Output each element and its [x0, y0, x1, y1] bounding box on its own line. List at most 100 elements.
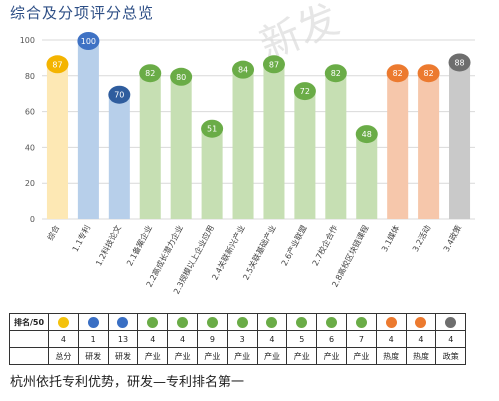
- rank-dot: [415, 316, 427, 328]
- rank-dot: [87, 316, 99, 328]
- data-label: 72: [300, 87, 310, 96]
- rank-dot-cell: [167, 313, 198, 331]
- group-cell: 产业: [137, 347, 169, 365]
- rank-value-cell: 6: [316, 330, 347, 348]
- x-tick-label: 1.2科技论文: [93, 223, 123, 267]
- data-label-bubble: [77, 32, 100, 50]
- group-cell: 产业: [256, 347, 288, 365]
- group-cell: 研发: [107, 347, 139, 365]
- x-tick-label: 3.1媒体: [379, 223, 401, 253]
- score-bar-chart: 0 20 40 60 80 100 87 综合 100 1.1专利 70 1.2科技论文 82 2.1备案…: [20, 32, 475, 296]
- data-label-bubble: [262, 55, 285, 74]
- table-row-rank-values: 4 1 13 4 4 9 3 4 5 6 7 4 4 4: [9, 330, 467, 348]
- rank-value-cell: 4: [48, 330, 79, 348]
- group-cell: 产业: [196, 347, 228, 365]
- rank-dot-cell: [345, 313, 377, 331]
- data-label-bubble: [417, 64, 440, 83]
- rank-dot: [266, 316, 278, 328]
- data-label: 48: [362, 130, 372, 139]
- bar: [108, 93, 130, 219]
- data-label-bubble: [232, 60, 255, 79]
- bar: [46, 63, 68, 219]
- group-cell: 热度: [375, 347, 407, 365]
- rank-dot-cell: [405, 313, 437, 331]
- data-label: 82: [145, 69, 155, 78]
- bar: [263, 63, 285, 219]
- data-label: 100: [81, 37, 96, 46]
- rank-dot-cell: [316, 313, 347, 331]
- bar: [356, 133, 378, 219]
- data-label: 82: [331, 69, 341, 78]
- y-tick-label: 60: [25, 108, 35, 117]
- bar: [139, 72, 161, 219]
- rank-header-blank: [9, 330, 49, 348]
- data-label-bubble: [293, 82, 316, 101]
- data-label: 51: [207, 125, 217, 134]
- rank-value-cell: 4: [256, 330, 288, 348]
- rank-dot-cell: [256, 313, 288, 331]
- rank-value-cell: 7: [345, 330, 377, 348]
- y-tick-label: 40: [25, 143, 35, 152]
- data-label-bubble: [448, 53, 471, 72]
- data-label-bubble: [355, 125, 378, 144]
- group-header-blank: [9, 347, 49, 365]
- footer-caption: 杭州依托专利优势，研发—专利排名第一: [10, 375, 245, 390]
- bar: [294, 90, 316, 220]
- rank-header: 排名/50: [9, 313, 49, 331]
- bar: [170, 75, 192, 219]
- page-title: 综合及分项评分总览: [10, 4, 155, 22]
- x-tick-label: 2.7校企合作: [310, 223, 340, 267]
- rank-value-cell: 1: [77, 330, 109, 348]
- rank-value-cell: 4: [375, 330, 407, 348]
- data-label-bubble: [108, 85, 131, 104]
- x-tick-label: 综合: [45, 223, 61, 242]
- group-cell: 政策: [435, 347, 467, 365]
- rank-value-cell: 5: [286, 330, 318, 348]
- rank-dot-cell: [435, 313, 467, 331]
- group-cell: 产业: [345, 347, 377, 365]
- x-tick-label: 3.4政策: [441, 223, 463, 253]
- rank-dot: [117, 316, 129, 328]
- data-label-bubble: [46, 55, 69, 74]
- x-tick-label: 1.1专利: [70, 223, 92, 253]
- y-tick-label: 100: [20, 36, 35, 45]
- rank-dot-cell: [286, 313, 318, 331]
- rank-dot-cell: [77, 313, 109, 331]
- rank-value-cell: 4: [137, 330, 169, 348]
- data-label-bubble: [324, 64, 347, 83]
- x-tick-label: 2.1备案企业: [124, 223, 154, 267]
- rank-dot: [147, 316, 159, 328]
- group-cell: 产业: [286, 347, 318, 365]
- group-cell: 热度: [405, 347, 437, 365]
- rank-value-cell: 4: [435, 330, 467, 348]
- group-cell: 总分: [48, 347, 79, 365]
- bar: [201, 127, 223, 219]
- data-label-bubble: [139, 64, 162, 83]
- y-tick-label: 0: [30, 215, 35, 224]
- rank-value-cell: 13: [107, 330, 139, 348]
- data-label-bubble: [170, 67, 193, 86]
- rank-dot-cell: [107, 313, 139, 331]
- y-tick-label: 20: [25, 179, 35, 188]
- rank-dot: [385, 316, 397, 328]
- group-cell: 研发: [77, 347, 109, 365]
- group-cell: 产业: [316, 347, 347, 365]
- rank-value-cell: 9: [196, 330, 228, 348]
- x-tick-label: 2.5关联基础产业: [240, 223, 277, 281]
- rank-dot-cell: [137, 313, 169, 331]
- group-cell: 产业: [226, 347, 258, 365]
- rank-dot: [57, 316, 69, 328]
- rank-dot-cell: [196, 313, 228, 331]
- data-label-bubble: [386, 64, 409, 83]
- rank-dot-cell: [226, 313, 258, 331]
- table-row-ranks: 排名/50: [9, 313, 467, 331]
- rank-dot-cell: [375, 313, 407, 331]
- data-label-bubble: [201, 119, 224, 138]
- rank-dot-cell: [48, 313, 79, 331]
- x-tick-label: 2.6产业联盟: [279, 223, 309, 267]
- bar: [77, 40, 99, 219]
- rank-table: 排名/50 4 1 13 4 4 9 3 4 5 6 7 4 4 4 总分 研发 研发 产业 产业 产业 产业 产业 产业…: [9, 313, 467, 365]
- bar: [232, 68, 254, 219]
- bar: [418, 72, 440, 219]
- bar: [325, 72, 347, 219]
